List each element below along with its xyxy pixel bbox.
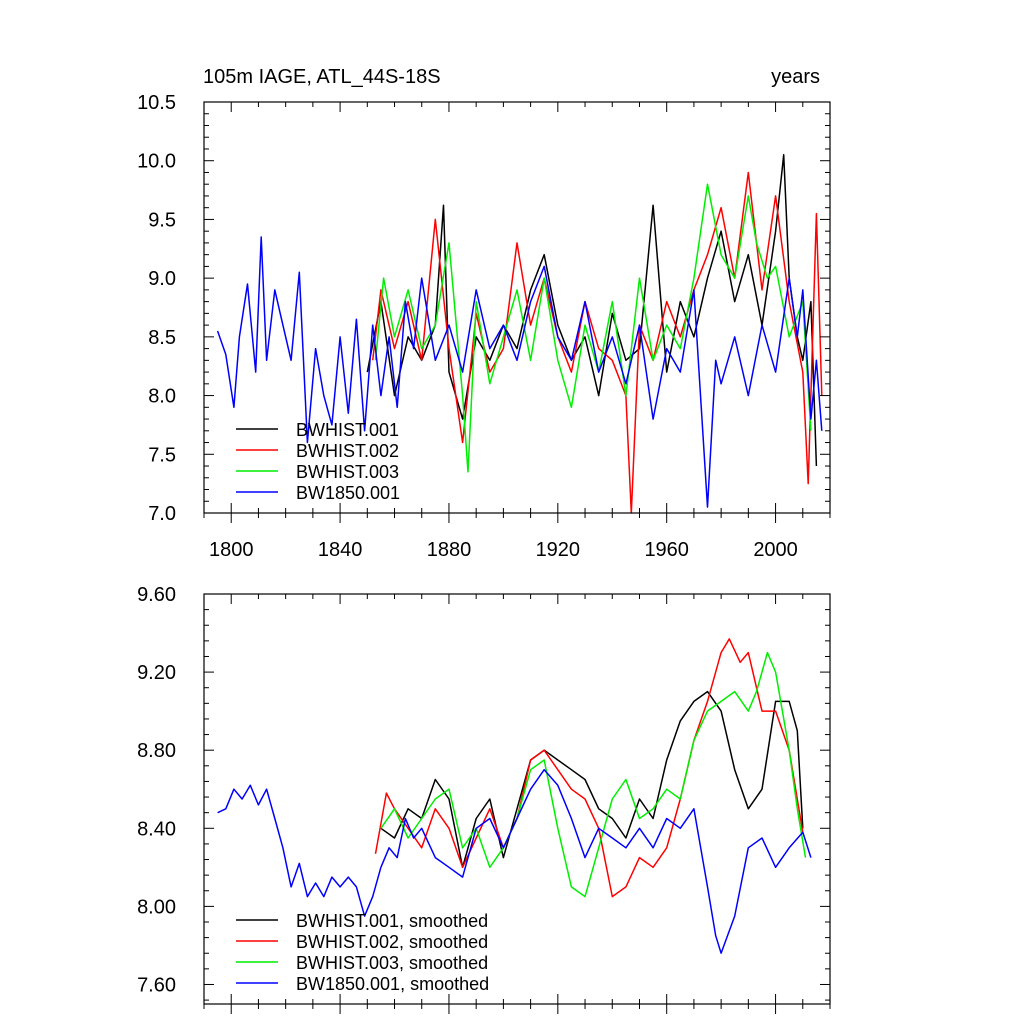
y-tick-label: 8.40 [137, 818, 176, 840]
top-series-group [216, 154, 823, 514]
x-tick-label: 1920 [536, 539, 581, 561]
units-label: years [771, 66, 820, 88]
bottom-panel: 7.60 8.00 8.40 8.80 9.20 9.60 BWHIST.001, smo… [137, 584, 831, 1014]
x-tick-label: 1840 [318, 539, 363, 561]
y-tick-label: 8.0 [148, 386, 176, 408]
bottom-axis-ticks: 7.60 8.00 8.40 8.80 9.20 9.60 [137, 584, 831, 1014]
chart-title: 105m IAGE, ATL_44S-18S [203, 66, 441, 88]
y-tick-label: 9.60 [137, 584, 176, 606]
x-tick-label: 1800 [209, 539, 254, 561]
series-line-2 [371, 171, 823, 514]
legend-label-4: BW1850.001, smoothed [296, 974, 489, 994]
y-tick-label: 9.20 [137, 662, 176, 684]
x-tick-label: 2000 [753, 539, 798, 561]
y-tick-label: 8.00 [137, 896, 176, 918]
y-tick-label: 7.60 [137, 974, 176, 996]
legend-label-4: BW1850.001 [296, 483, 400, 503]
top-plot-frame [203, 101, 831, 514]
y-tick-label: 10.5 [137, 92, 176, 114]
y-tick-label: 9.0 [148, 268, 176, 290]
bottom-plot-frame [203, 593, 831, 1005]
top-axis-ticks: 1800 1840 1880 1920 1960 2000 7.0 7.5 8.0 8.5 9.0 9… [137, 92, 831, 561]
top-panel: 105m IAGE, ATL_44S-18S years 1800 1840 188… [137, 66, 831, 561]
y-tick-label: 8.80 [137, 740, 176, 762]
legend-label-1: BWHIST.001, smoothed [296, 911, 488, 931]
series-line-4 [217, 768, 812, 954]
legend-label-2: BWHIST.002 [296, 441, 399, 461]
y-tick-label: 8.5 [148, 327, 176, 349]
legend-label-3: BWHIST.003, smoothed [296, 953, 488, 973]
x-tick-label: 1880 [427, 539, 472, 561]
series-line-1 [380, 690, 804, 869]
y-tick-label: 7.5 [148, 444, 176, 466]
y-tick-label: 9.5 [148, 209, 176, 231]
legend-label-2: BWHIST.002, smoothed [296, 932, 488, 952]
series-line-3 [374, 183, 812, 473]
series-line-2 [374, 638, 804, 898]
series-line-4 [216, 236, 823, 508]
series-line-3 [380, 651, 807, 898]
legend-label-3: BWHIST.003 [296, 462, 399, 482]
y-tick-label: 10.0 [137, 151, 176, 173]
bottom-series-group [217, 638, 812, 954]
x-tick-label: 1960 [644, 539, 689, 561]
y-tick-label: 7.0 [148, 503, 176, 525]
legend-label-1: BWHIST.001 [296, 420, 399, 440]
